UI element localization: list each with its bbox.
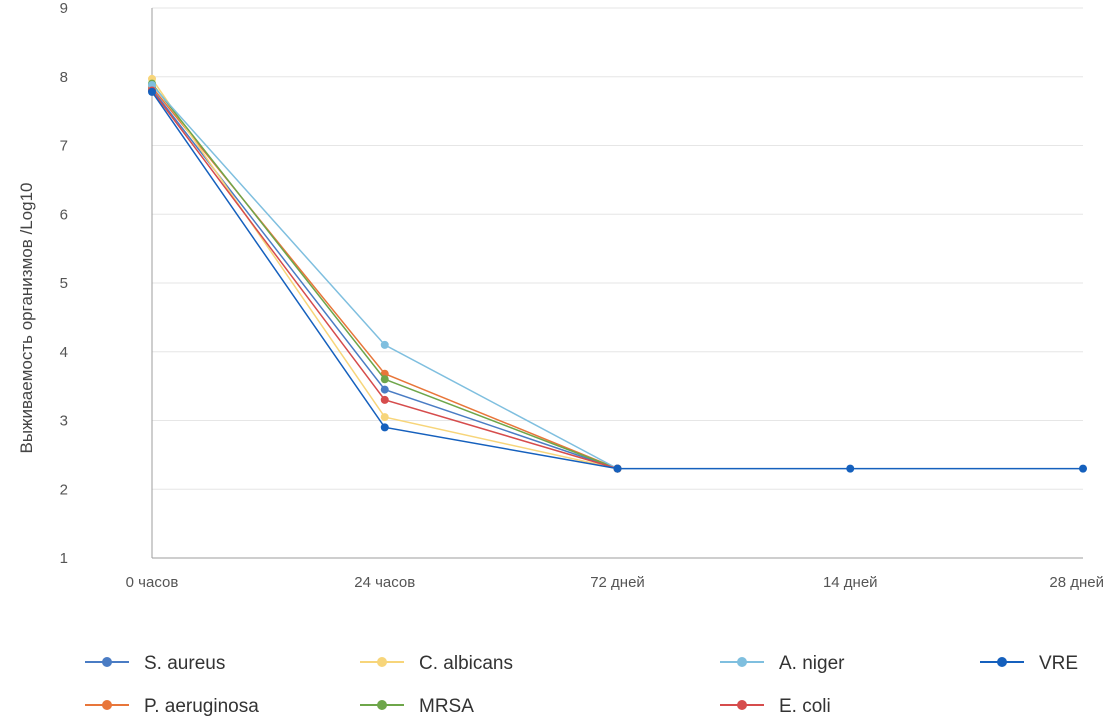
y-tick-label: 2: [60, 481, 68, 498]
legend-label: P. aeruginosa: [144, 696, 259, 717]
data-point: [1079, 464, 1087, 473]
data-point: [846, 464, 855, 473]
x-tick-label: 72 дней: [590, 574, 645, 591]
x-tick-label: 14 дней: [823, 574, 878, 591]
legend-marker: [377, 657, 387, 667]
data-point: [613, 464, 622, 473]
x-tick-label: 0 часов: [126, 574, 179, 591]
data-point: [380, 423, 389, 432]
y-axis-ticks: 1 2 3 4 5 6 7 8 9: [60, 0, 68, 567]
legend-marker: [102, 700, 112, 710]
legend-marker: [737, 657, 747, 667]
legend-item: A. niger: [720, 653, 845, 674]
y-tick-label: 1: [60, 550, 68, 567]
y-tick-label: 8: [60, 69, 68, 86]
legend-label: MRSA: [419, 696, 474, 717]
legend-label: A. niger: [779, 653, 845, 674]
legend-label: E. coli: [779, 696, 831, 717]
series-line-2: [151, 78, 618, 470]
legend-label: S. aureus: [144, 653, 225, 674]
series-line-3: [151, 83, 618, 470]
series-line-4: [151, 84, 618, 470]
legend-item: C. albicans: [360, 653, 513, 674]
series-group: [148, 74, 1087, 473]
data-point: [148, 87, 156, 96]
y-tick-label: 6: [60, 206, 68, 223]
data-point: [380, 385, 389, 394]
series-line-1: [151, 86, 618, 470]
y-tick-label: 3: [60, 413, 68, 430]
legend-item: VRE: [980, 653, 1078, 674]
legend-marker: [377, 700, 387, 710]
data-point: [380, 413, 389, 422]
x-tick-label: 28 дней: [1049, 574, 1104, 591]
data-point: [380, 395, 389, 404]
legend-label: C. albicans: [419, 653, 513, 674]
legend-marker: [997, 657, 1007, 667]
x-tick-label: 24 часов: [354, 574, 415, 591]
legend-item: MRSA: [360, 696, 474, 717]
legend-marker: [102, 657, 112, 667]
series-line-5: [151, 90, 618, 470]
legend-item: P. aeruginosa: [85, 696, 259, 717]
data-point: [380, 340, 389, 349]
gridlines: [152, 7, 1083, 490]
legend-item: S. aureus: [85, 653, 225, 674]
series-line-6: [151, 91, 1083, 470]
legend-item: E. coli: [720, 696, 831, 717]
data-point: [148, 81, 156, 89]
y-tick-label: 4: [60, 344, 68, 361]
legend-label: VRE: [1039, 653, 1078, 674]
y-tick-label: 7: [60, 138, 68, 155]
data-point: [380, 375, 389, 384]
legend: S. aureus P. aeruginosa C. albicans MRSA A. …: [85, 653, 1078, 717]
series-line-0: [151, 88, 618, 470]
legend-marker: [737, 700, 747, 710]
y-tick-label: 9: [60, 0, 68, 17]
y-tick-label: 5: [60, 275, 68, 292]
x-axis-ticks: 0 часов 24 часов 72 дней 14 дней 28 дней: [126, 574, 1104, 591]
y-axis-label: Выживаемость организмов /Log10: [17, 183, 36, 454]
